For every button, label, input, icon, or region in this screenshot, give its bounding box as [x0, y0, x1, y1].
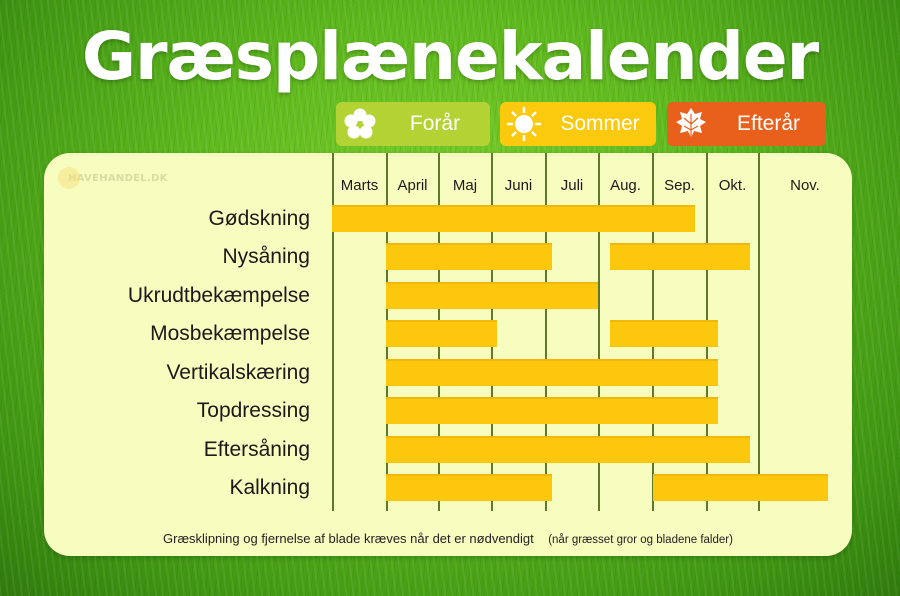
row-label: Vertikalskæring: [166, 361, 310, 384]
page-title: Græsplænekalender: [81, 18, 819, 95]
bar-vertikalskaering: [386, 359, 718, 386]
legend-label-summer: Sommer: [560, 112, 640, 135]
bar-kalkning-autumn: [653, 474, 828, 501]
footnote: Græsklipning og fjernelse af blade kræve…: [44, 530, 852, 548]
legend-spring: Forår: [336, 102, 490, 146]
hibiscus-flower-icon: [342, 106, 378, 142]
row-label: Mosbekæmpelse: [150, 322, 310, 345]
bar-ukrudtbekaempelse: [386, 282, 598, 309]
month-header: Maj: [452, 177, 478, 194]
bar-nysaning-autumn: [610, 243, 750, 270]
bar-godskning: [332, 205, 695, 232]
row-label: Ukrudtbekæmpelse: [127, 284, 310, 307]
watermark-logo: HAVEHANDEL.DK: [58, 167, 168, 189]
bar-nysaning-spring: [386, 243, 552, 270]
bar-kalkning-spring: [386, 474, 552, 501]
month-header: Aug.: [610, 177, 641, 194]
row-label: Nysåning: [222, 245, 310, 268]
row-label: Gødskning: [208, 207, 310, 230]
month-header: April: [397, 177, 428, 194]
legend-label-spring: Forår: [409, 112, 461, 135]
month-header: Juli: [560, 177, 584, 194]
bar-mosbekaempelse-spring: [386, 320, 497, 347]
month-header: Okt.: [718, 177, 747, 194]
grid-line: [758, 153, 760, 511]
month-header: Sep.: [664, 177, 695, 194]
grid-line: [598, 153, 600, 511]
month-header: Juni: [504, 177, 533, 194]
autumn-leaf-icon: [673, 106, 709, 142]
row-label: Kalkning: [229, 476, 310, 499]
bar-topdressing: [386, 397, 718, 424]
month-header: Marts: [340, 177, 379, 194]
bar-eftersaning: [386, 436, 750, 463]
legend-autumn: Efterår: [667, 102, 826, 146]
legend-label-autumn: Efterår: [736, 112, 801, 135]
calendar-card: HAVEHANDEL.DK Marts April Maj Juni Juli …: [44, 153, 852, 556]
sun-icon: [506, 106, 542, 142]
month-header: Nov.: [790, 177, 820, 194]
row-label: Eftersåning: [203, 438, 310, 461]
footnote-sub: (når græsset gror og bladene falder): [548, 534, 733, 546]
footnote-main: Græsklipning og fjernelse af blade kræve…: [163, 531, 534, 546]
bar-mosbekaempelse-autumn: [610, 320, 718, 347]
grid-line: [545, 153, 547, 511]
row-label: Topdressing: [196, 399, 310, 422]
legend-summer: Sommer: [500, 102, 656, 146]
grid-line: [332, 153, 334, 511]
